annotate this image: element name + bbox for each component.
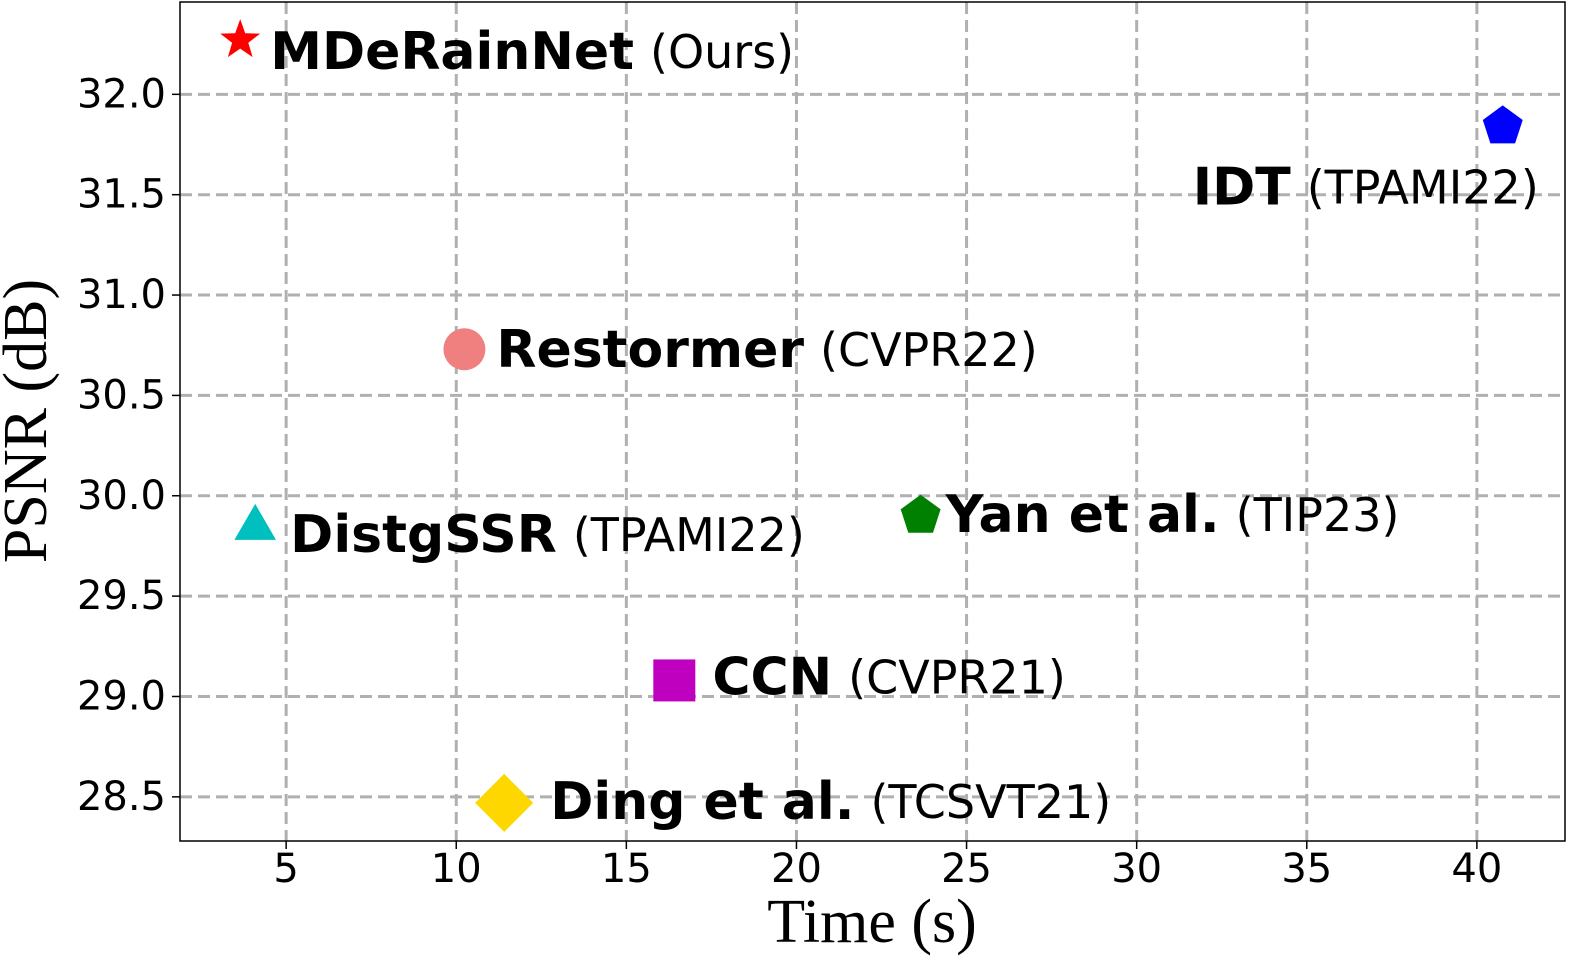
y-tick-label: 31.5 bbox=[77, 172, 166, 218]
x-tick-label: 35 bbox=[1281, 846, 1332, 892]
point-name: IDT bbox=[1193, 157, 1292, 217]
point-label: DistgSSR (TPAMI22) bbox=[290, 505, 805, 565]
y-tick-label: 30.0 bbox=[77, 473, 166, 519]
y-tick-label: 30.5 bbox=[77, 372, 166, 418]
point-venue: (TPAMI22) bbox=[1307, 160, 1539, 214]
point-venue: (CVPR22) bbox=[820, 323, 1038, 377]
point-label: Ding et al. (TCSVT21) bbox=[550, 772, 1111, 832]
y-tick-label: 29.0 bbox=[77, 673, 166, 719]
point-name: Ding et al. bbox=[550, 772, 854, 832]
y-tick-label: 29.5 bbox=[77, 573, 166, 619]
x-tick-label: 20 bbox=[771, 846, 822, 892]
x-tick-label: 15 bbox=[601, 846, 652, 892]
point-name: CCN bbox=[712, 647, 832, 707]
y-tick-label: 28.5 bbox=[77, 774, 166, 820]
y-axis-title: PSNR (dB) bbox=[0, 279, 60, 563]
point-venue: (Ours) bbox=[650, 25, 794, 79]
point-label: Yan et al. (TIP23) bbox=[945, 485, 1400, 545]
x-tick-label: 5 bbox=[273, 846, 298, 892]
point-name: DistgSSR bbox=[290, 505, 557, 565]
point bbox=[443, 328, 486, 371]
x-tick-label: 10 bbox=[431, 846, 482, 892]
plot-frame bbox=[179, 1, 1566, 842]
point bbox=[653, 659, 696, 702]
x-tick-label: 25 bbox=[941, 846, 992, 892]
point-venue: (TIP23) bbox=[1236, 487, 1400, 541]
x-tick-label: 40 bbox=[1451, 846, 1502, 892]
y-tick-label: 31.0 bbox=[77, 272, 166, 318]
point-label: IDT (TPAMI22) bbox=[1193, 157, 1539, 217]
y-tick-label: 32.0 bbox=[77, 71, 166, 117]
point-name: Yan et al. bbox=[945, 485, 1220, 545]
point-venue: (TPAMI22) bbox=[573, 507, 805, 561]
point-label: Restormer (CVPR22) bbox=[496, 320, 1037, 380]
point-name: MDeRainNet bbox=[270, 22, 634, 82]
point-name: Restormer bbox=[496, 320, 804, 380]
point bbox=[1482, 105, 1523, 144]
point-venue: (CVPR21) bbox=[848, 650, 1066, 704]
point-label: MDeRainNet (Ours) bbox=[270, 22, 794, 82]
point-label: CCN (CVPR21) bbox=[712, 647, 1066, 707]
x-axis-title: Time (s) bbox=[767, 888, 977, 956]
point bbox=[475, 773, 534, 832]
point bbox=[900, 494, 941, 533]
point bbox=[234, 503, 276, 540]
point bbox=[220, 19, 261, 58]
point-venue: (TCSVT21) bbox=[870, 774, 1111, 828]
x-tick-label: 30 bbox=[1111, 846, 1162, 892]
